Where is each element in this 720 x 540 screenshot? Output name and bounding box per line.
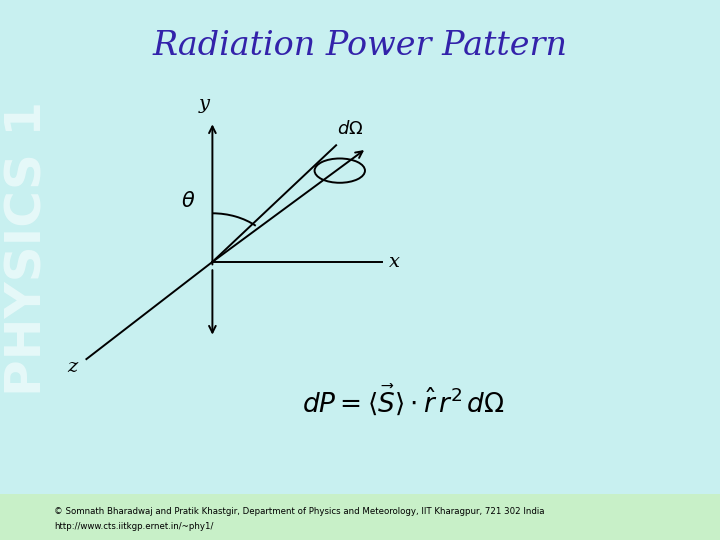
Bar (0, 494, 720, 540)
Text: $d\Omega$: $d\Omega$ (338, 120, 364, 138)
Text: x: x (389, 253, 400, 271)
Text: y: y (198, 96, 210, 113)
Text: $\theta$: $\theta$ (181, 191, 195, 211)
Text: Radiation Power Pattern: Radiation Power Pattern (153, 30, 567, 62)
Text: PHYSICS 1: PHYSICS 1 (4, 101, 51, 396)
Text: $dP = \langle \vec{S} \rangle \cdot \hat{r}\, r^2\, d\Omega$: $dP = \langle \vec{S} \rangle \cdot \hat… (302, 382, 505, 417)
Text: http://www.cts.iitkgp.ernet.in/~phy1/: http://www.cts.iitkgp.ernet.in/~phy1/ (54, 522, 213, 531)
Text: © Somnath Bharadwaj and Pratik Khastgir, Department of Physics and Meteorology, : © Somnath Bharadwaj and Pratik Khastgir,… (54, 507, 544, 516)
Text: z: z (67, 358, 77, 376)
